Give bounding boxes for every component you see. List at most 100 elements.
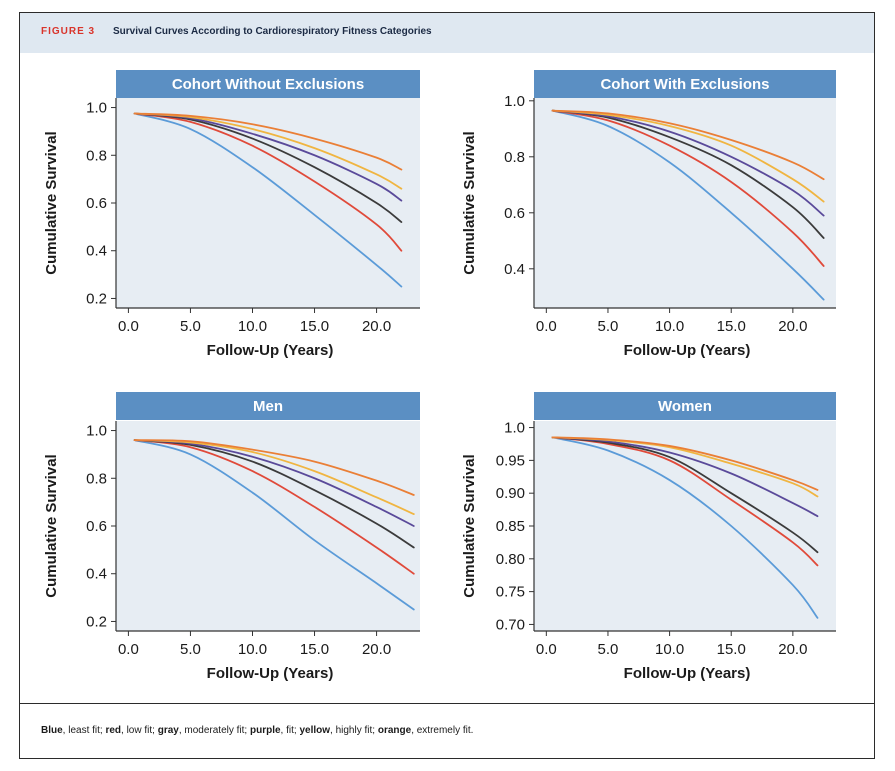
y-axis-label: Cumulative Survival — [461, 131, 478, 274]
series-line-moderately-fit — [551, 109, 825, 239]
y-tick-label: 0.95 — [496, 452, 525, 469]
chart-panel: Men 0.2 0.4 0.6 0.8 1.0 0.0 5.0 10.0 15.0 20.0 Foll… — [43, 392, 420, 682]
x-tick-label: 20.0 — [778, 641, 807, 658]
x-tick-label: 15.0 — [717, 641, 746, 658]
chart-panel: Cohort Without Exclusions 0.2 0.4 0.6 0.8 1.0… — [43, 70, 420, 359]
x-tick-label: 0.0 — [536, 641, 557, 658]
x-tick-label: 5.0 — [598, 318, 619, 335]
y-tick-label: 0.75 — [496, 584, 525, 601]
caption-run: Blue — [41, 725, 63, 736]
plot-area — [534, 98, 836, 308]
y-tick-label: 0.8 — [86, 147, 107, 164]
y-tick-label: 0.8 — [504, 149, 525, 166]
figure-caption: Blue, least fit; red, low fit; gray, mod… — [41, 725, 473, 736]
series-line-extremely-fit — [551, 109, 825, 181]
series-line-highly-fit — [551, 109, 825, 203]
panel-title: Men — [253, 398, 283, 415]
panel-title-bar — [116, 392, 420, 420]
y-tick-label: 0.4 — [504, 261, 525, 278]
panel-title-bar — [534, 70, 836, 98]
y-tick-label: 1.0 — [504, 93, 525, 110]
series-line-extremely-fit — [133, 439, 415, 496]
x-axis-label: Follow-Up (Years) — [207, 342, 334, 359]
caption-run: red — [105, 725, 122, 736]
series-line-moderately-fit — [133, 439, 415, 549]
x-axis-label: Follow-Up (Years) — [207, 665, 334, 682]
series-line-extremely-fit — [551, 436, 819, 491]
y-tick-label: 0.4 — [86, 566, 107, 583]
caption-run: , low fit; — [121, 725, 158, 736]
caption-run: , moderately fit; — [178, 725, 250, 736]
series-line-least-fit — [551, 109, 825, 301]
y-tick-label: 0.8 — [86, 470, 107, 487]
series-line-low-fit — [551, 436, 819, 567]
caption-run: , least fit; — [62, 725, 106, 736]
series-line-fit — [133, 112, 403, 202]
x-tick-label: 10.0 — [238, 641, 267, 658]
x-tick-label: 5.0 — [180, 641, 201, 658]
panel-title: Cohort Without Exclusions — [172, 76, 364, 93]
series-line-highly-fit — [133, 112, 403, 190]
charts-area: Cohort Without Exclusions 0.2 0.4 0.6 0.8 1.0… — [43, 70, 836, 682]
x-tick-label: 10.0 — [655, 641, 684, 658]
series-line-fit — [133, 439, 415, 527]
plot-area — [116, 98, 420, 308]
y-tick-label: 0.70 — [496, 616, 525, 633]
chart-panel: Women 0.70 0.75 0.80 0.85 0.90 0.95 1.0 0.0 5.0 10… — [461, 392, 836, 682]
x-tick-label: 0.0 — [118, 318, 139, 335]
x-tick-label: 15.0 — [717, 318, 746, 335]
x-tick-label: 5.0 — [180, 318, 201, 335]
x-tick-label: 10.0 — [238, 318, 267, 335]
x-tick-label: 20.0 — [362, 641, 391, 658]
y-axis-label: Cumulative Survival — [43, 454, 60, 597]
x-tick-label: 0.0 — [536, 318, 557, 335]
y-tick-label: 0.85 — [496, 518, 525, 535]
y-tick-label: 0.2 — [86, 613, 107, 630]
y-axis-label: Cumulative Survival — [461, 454, 478, 597]
y-tick-label: 1.0 — [504, 420, 525, 437]
y-tick-label: 0.6 — [504, 205, 525, 222]
series-line-low-fit — [133, 112, 403, 252]
series-line-moderately-fit — [551, 436, 819, 554]
y-tick-label: 0.6 — [86, 195, 107, 212]
panel-title-bar — [116, 70, 420, 98]
x-tick-label: 15.0 — [300, 641, 329, 658]
caption-run: gray — [157, 725, 179, 736]
x-axis-label: Follow-Up (Years) — [624, 342, 751, 359]
panel-title: Cohort With Exclusions — [600, 76, 769, 93]
series-line-low-fit — [551, 109, 825, 267]
y-tick-label: 0.90 — [496, 485, 525, 502]
panel-title-bar — [534, 392, 836, 420]
caption-run: orange — [377, 725, 412, 736]
caption-divider — [20, 703, 874, 704]
series-line-fit — [551, 109, 825, 217]
panel-title: Women — [658, 398, 712, 415]
x-tick-label: 20.0 — [778, 318, 807, 335]
caption-run: , fit; — [280, 725, 300, 736]
series-line-highly-fit — [133, 439, 415, 515]
figure-title: Survival Curves According to Cardiorespi… — [113, 26, 432, 37]
y-tick-label: 0.80 — [496, 551, 525, 568]
series-line-least-fit — [551, 436, 819, 619]
x-tick-label: 20.0 — [362, 318, 391, 335]
y-tick-label: 0.2 — [86, 290, 107, 307]
y-tick-label: 1.0 — [86, 100, 107, 117]
y-tick-label: 1.0 — [86, 423, 107, 440]
series-line-moderately-fit — [133, 112, 403, 223]
y-axis-label: Cumulative Survival — [43, 131, 60, 274]
series-line-least-fit — [133, 439, 415, 611]
y-tick-label: 0.4 — [86, 243, 107, 260]
figure-label: FIGURE 3 — [41, 26, 96, 37]
figure: FIGURE 3 Survival Curves According to Ca… — [19, 12, 875, 759]
y-tick-label: 0.6 — [86, 518, 107, 535]
caption-run: , extremely fit. — [411, 725, 474, 736]
x-tick-label: 15.0 — [300, 318, 329, 335]
chart-panel: Cohort With Exclusions 0.4 0.6 0.8 1.0 0.0 5.0… — [461, 70, 836, 359]
x-tick-label: 5.0 — [598, 641, 619, 658]
caption-run: purple — [249, 725, 281, 736]
series-line-fit — [551, 436, 819, 518]
figure-header: FIGURE 3 Survival Curves According to Ca… — [20, 13, 874, 53]
x-tick-label: 0.0 — [118, 641, 139, 658]
x-axis-label: Follow-Up (Years) — [624, 665, 751, 682]
x-tick-label: 10.0 — [655, 318, 684, 335]
